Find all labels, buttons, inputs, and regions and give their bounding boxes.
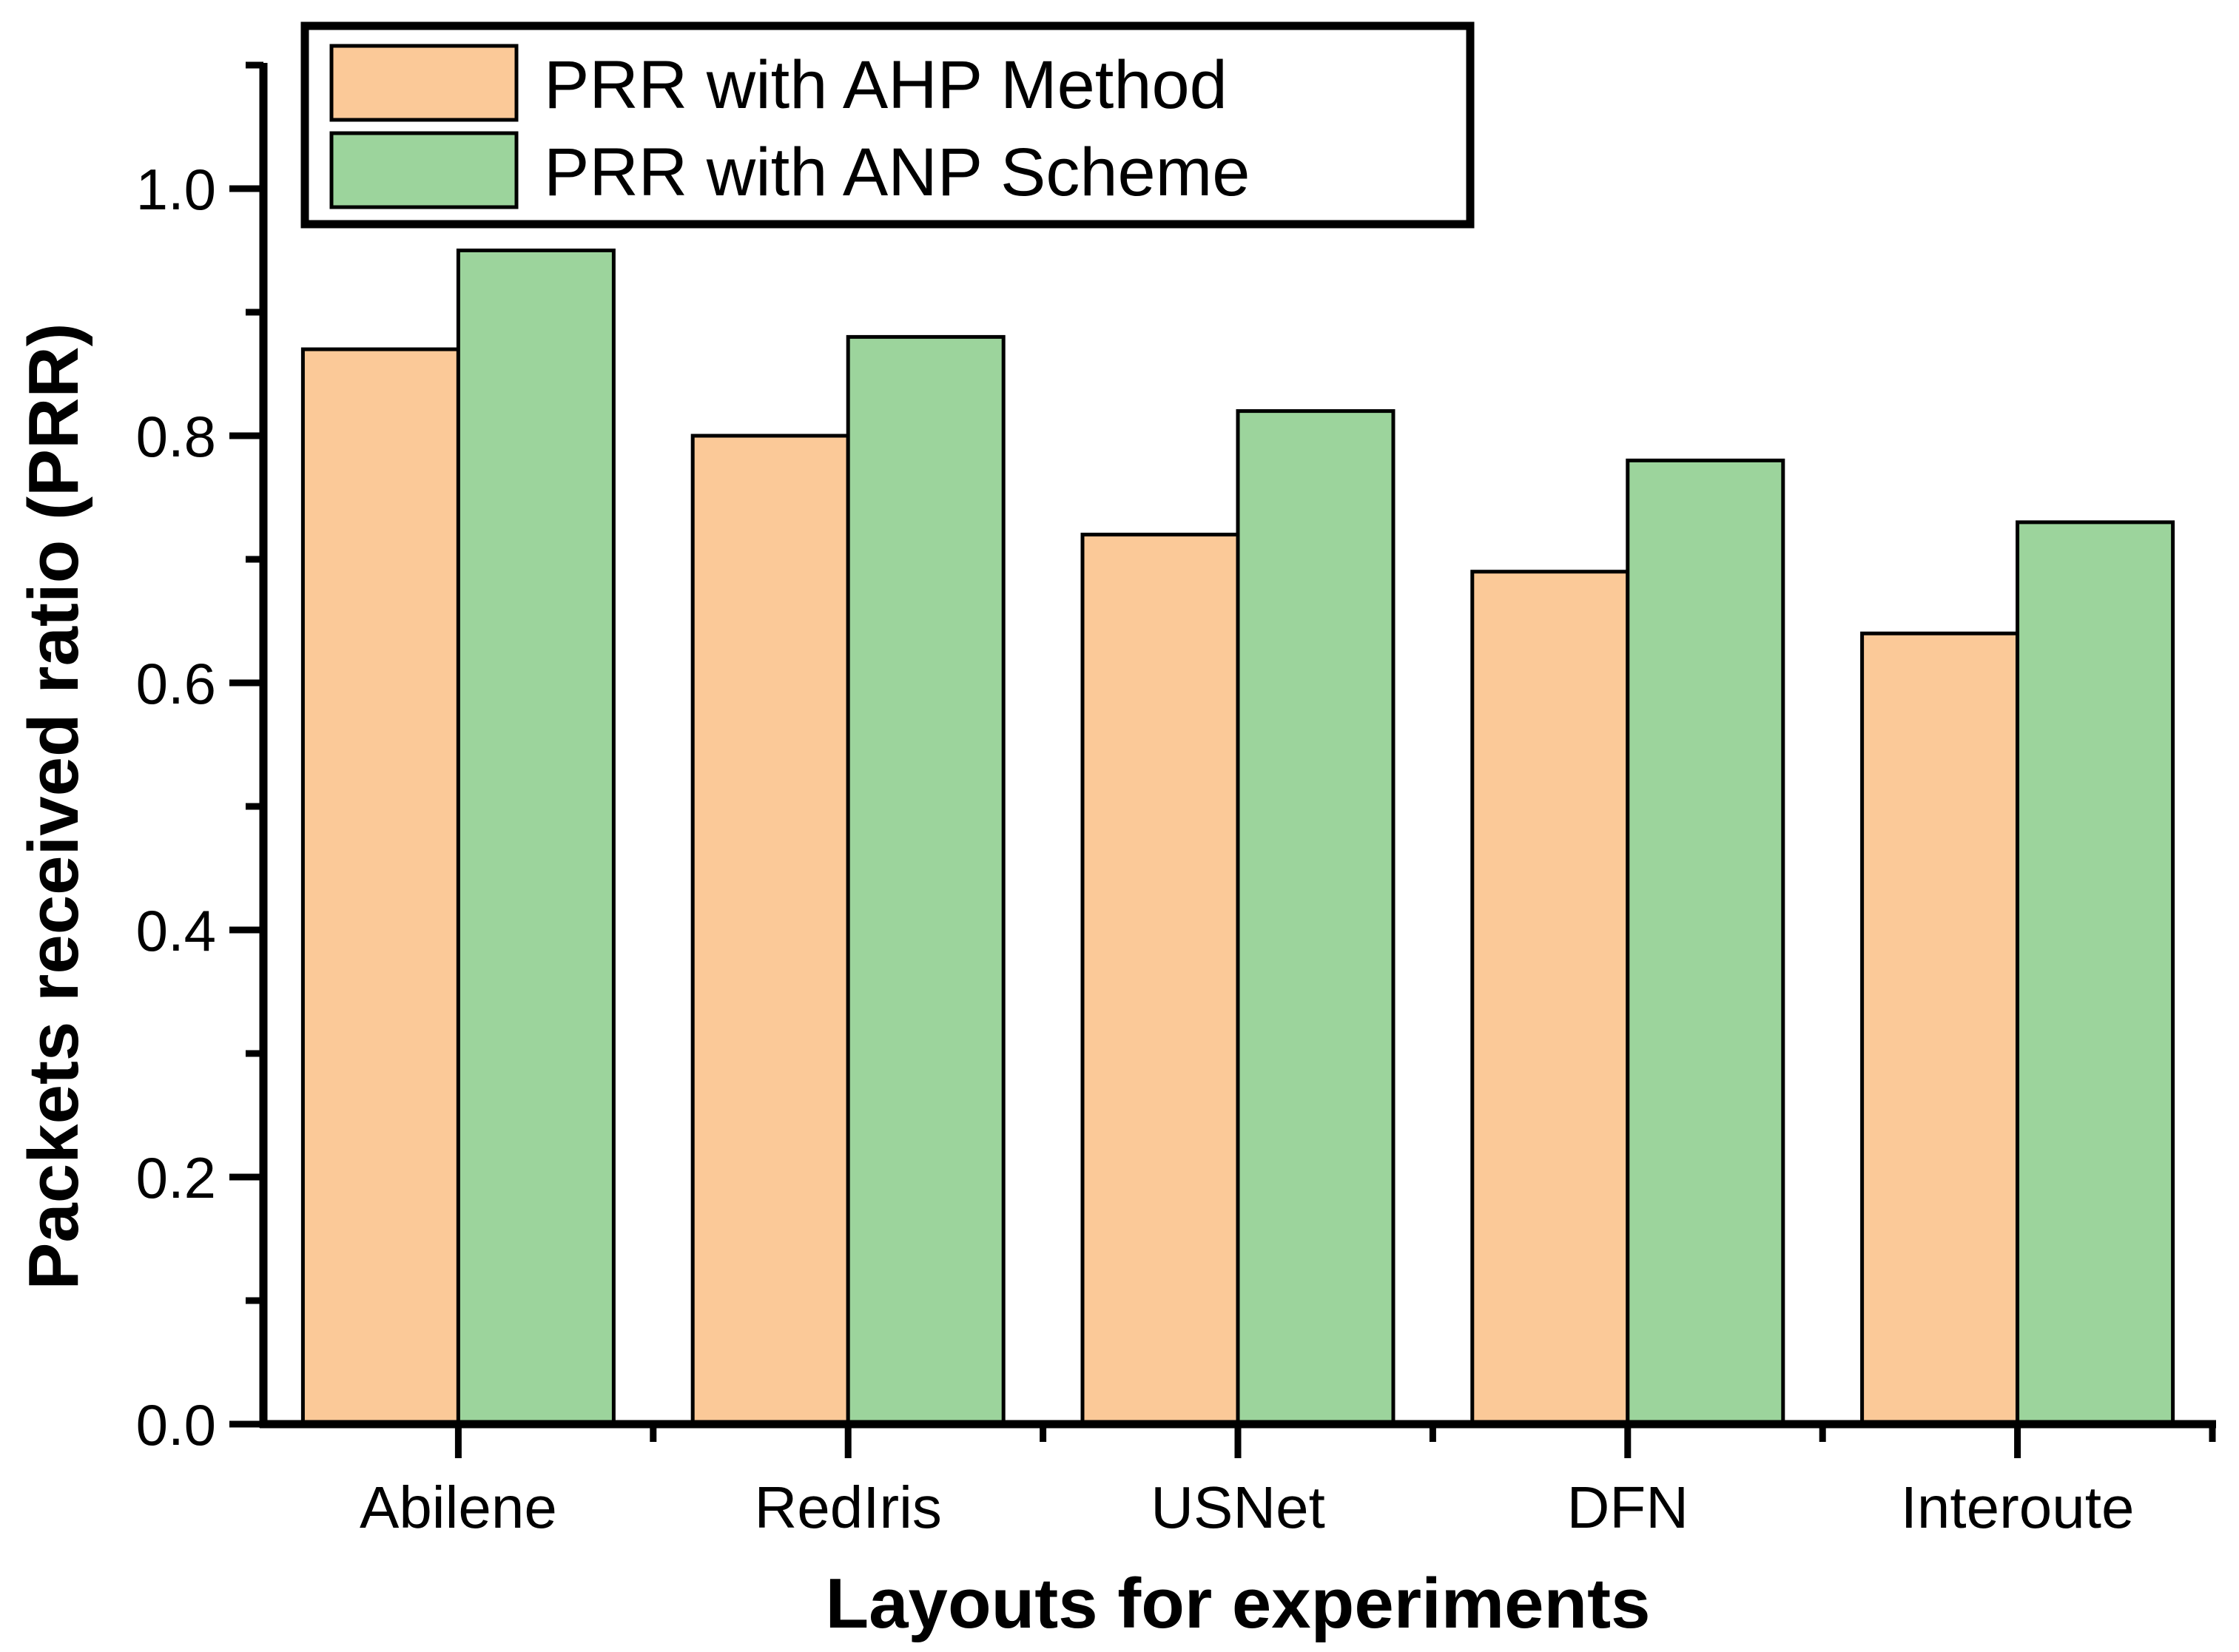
bar-abilene-ahp [300, 347, 460, 1426]
y-tick-label: 0.8 [136, 404, 216, 469]
ticks-layer [229, 61, 2216, 1458]
y-tick-label: 0.4 [136, 898, 216, 963]
x-category-label: Abilene [360, 1474, 557, 1540]
bar-usnet-ahp [1080, 533, 1240, 1426]
y-tick-label: 0.6 [136, 651, 216, 716]
legend: PRR with AHP Method PRR with ANP Scheme [300, 21, 1475, 229]
y-tick-label: 1.0 [136, 157, 216, 222]
x-category-label: DFN [1567, 1474, 1688, 1540]
labels-layer: 0.0 0.2 0.4 0.6 0.8 1.0 Abilene RedIris USNet DFN… [136, 157, 2135, 1540]
y-tick-label: 0.2 [136, 1145, 216, 1210]
x-category-label: USNet [1151, 1474, 1325, 1540]
bar-rediris-ahp [690, 434, 850, 1426]
x-axis-title: Layouts for experiments [826, 1564, 1651, 1643]
bar-interoute-anp [2016, 520, 2175, 1426]
y-tick-label: 0.0 [136, 1392, 216, 1457]
legend-label-anp: PRR with ANP Scheme [544, 135, 1250, 210]
legend-swatch-ahp [329, 44, 519, 122]
x-category-label: Interoute [1901, 1474, 2135, 1540]
bar-rediris-anp [846, 334, 1006, 1426]
bar-interoute-ahp [1860, 631, 2020, 1426]
bar-dfn-ahp [1470, 570, 1630, 1426]
legend-label-ahp: PRR with AHP Method [544, 47, 1228, 123]
bar-dfn-anp [1626, 458, 1785, 1426]
bar-abilene-anp [456, 249, 616, 1426]
bars-layer [300, 249, 2175, 1426]
y-axis-title: Packets received ratio (PRR) [14, 323, 93, 1289]
x-category-label: RedIris [754, 1474, 941, 1540]
legend-swatch-anp [329, 131, 519, 209]
bar-usnet-anp [1236, 409, 1395, 1426]
